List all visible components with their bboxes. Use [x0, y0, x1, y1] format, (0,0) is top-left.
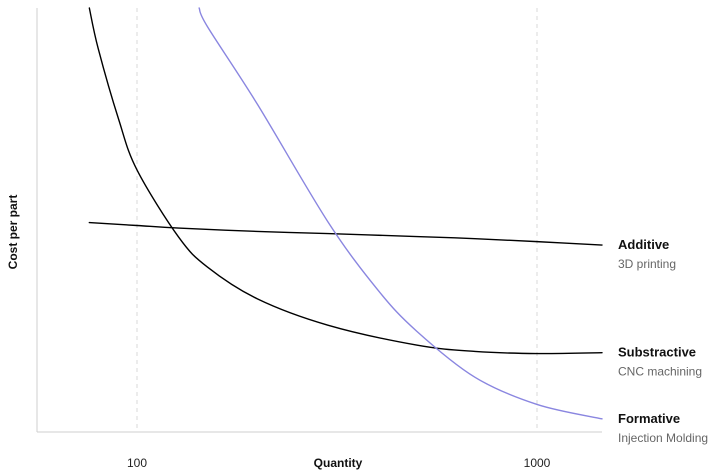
- series-label-substractive: Substractive: [618, 345, 696, 360]
- series-layer: [88, 7, 603, 420]
- grid-layer: [136, 8, 538, 432]
- series-line-formative: [198, 7, 603, 420]
- x-axis-title: Quantity: [314, 456, 363, 470]
- series-label-additive: Additive: [618, 237, 669, 252]
- series-label-formative: Formative: [618, 411, 680, 426]
- labels-layer: Additive 3D printing Substractive CNC machi…: [618, 237, 708, 445]
- x-tick-label-1000: 1000: [524, 456, 551, 470]
- axes-layer: 100 1000: [36, 8, 602, 470]
- x-tick-label-100: 100: [127, 456, 147, 470]
- series-sublabel-formative: Injection Molding: [618, 431, 708, 445]
- series-line-additive: [88, 221, 603, 246]
- series-sublabel-additive: 3D printing: [618, 257, 676, 271]
- y-axis-title: Cost per part: [6, 195, 20, 270]
- series-line-substractive: [88, 7, 603, 355]
- series-sublabel-substractive: CNC machining: [618, 365, 702, 379]
